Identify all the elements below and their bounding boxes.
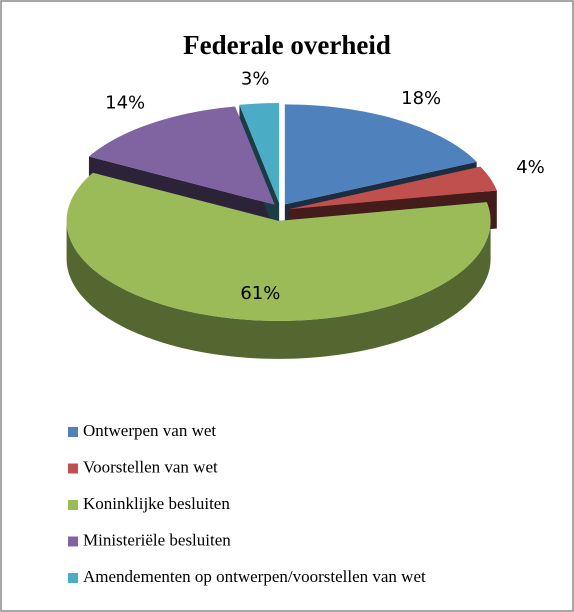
slice-sides xyxy=(66,220,491,359)
legend-label: Ministeriële besluiten xyxy=(83,530,231,549)
legend-swatch xyxy=(68,573,78,583)
slice-tops xyxy=(66,103,497,321)
data-label: 61% xyxy=(240,283,280,304)
data-label: 14% xyxy=(105,93,145,114)
legend-swatch xyxy=(68,463,78,474)
slice xyxy=(88,106,275,205)
slice xyxy=(284,104,477,205)
data-label: 4% xyxy=(516,157,545,178)
legend-label: Amendementen op ontwerpen/voorstellen va… xyxy=(83,567,426,586)
slice-side xyxy=(66,220,491,359)
chart-title: Federale overheid xyxy=(183,30,391,60)
legend-swatch xyxy=(68,427,78,437)
slice xyxy=(66,172,491,321)
slice xyxy=(288,166,497,210)
slice xyxy=(239,103,280,204)
legend-swatch xyxy=(68,536,78,547)
data-label: 18% xyxy=(401,88,441,109)
data-label: 3% xyxy=(241,69,270,90)
legend-label: Ontwerpen van wet xyxy=(83,421,216,440)
legend-label: Voorstellen van wet xyxy=(83,457,218,476)
legend-swatch xyxy=(68,500,78,510)
legend-label: Koninklijke besluiten xyxy=(83,494,230,513)
